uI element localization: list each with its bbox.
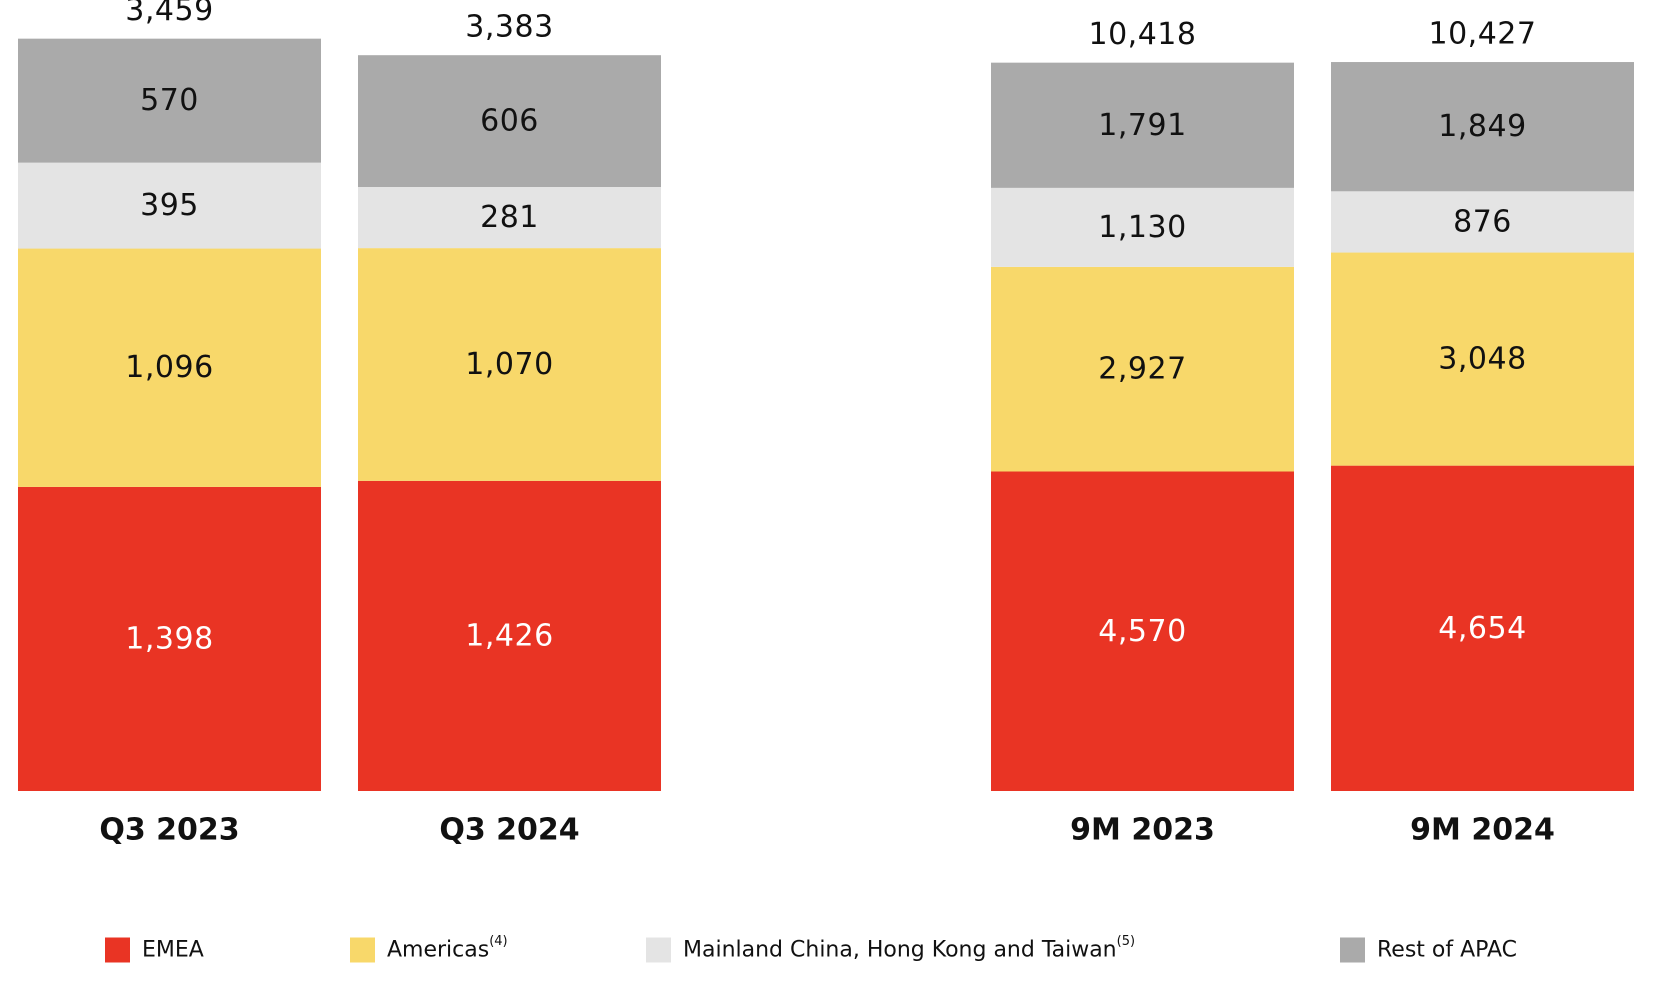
data-label-emea-9m-2023: 4,570 — [1098, 614, 1186, 649]
data-label-americas-q3-2023: 1,096 — [125, 350, 213, 385]
data-label-americas-9m-2024: 3,048 — [1438, 342, 1526, 377]
data-label-emea-q3-2024: 1,426 — [465, 618, 553, 653]
bar-segment-emea-9m-2024 — [1331, 465, 1634, 791]
data-label-rest-of-apac-9m-2024: 1,849 — [1438, 109, 1526, 144]
legend-label-emea: EMEA — [142, 938, 204, 963]
data-label-rest-of-apac-q3-2024: 606 — [480, 104, 539, 139]
data-label-mainland-china-hong-kong-and-taiwan-q3-2024: 281 — [480, 200, 539, 235]
legend-item-rest-of-apac: Rest of APAC — [1340, 937, 1517, 963]
total-label-9m-2023: 10,418 — [1089, 17, 1197, 52]
bar-segment-emea-q3-2023 — [18, 486, 321, 791]
legend-item-mainland-china-hong-kong-and-taiwan: Mainland China, Hong Kong and Taiwan(5) — [646, 934, 1135, 963]
bar-segment-rest-of-apac-9m-2023 — [991, 62, 1294, 188]
category-label-9m-2023: 9M 2023 — [1070, 813, 1215, 848]
legend: EMEA Americas(4) Mainland China, Hong Kong… — [105, 934, 1517, 963]
data-label-rest-of-apac-q3-2023: 570 — [140, 83, 199, 118]
labels-layer: 1,398 1,096 395 570 3,459 Q3 2023 1,426 1,070 28… — [99, 0, 1555, 848]
data-label-rest-of-apac-9m-2023: 1,791 — [1098, 108, 1186, 143]
bar-segment-mainland-china-hong-kong-and-taiwan-9m-2023 — [991, 187, 1294, 267]
legend-item-americas: Americas(4) — [350, 934, 508, 963]
legend-item-emea: EMEA — [105, 937, 204, 963]
category-label-9m-2024: 9M 2024 — [1410, 813, 1555, 848]
bar-segment-americas-9m-2023 — [991, 266, 1294, 472]
legend-footnote-mainland-china-hong-kong-and-taiwan: (5) — [1117, 934, 1135, 949]
bar-segment-mainland-china-hong-kong-and-taiwan-q3-2024 — [358, 187, 661, 249]
legend-label-rest-of-apac: Rest of APAC — [1377, 938, 1517, 963]
legend-label-mainland-china-hong-kong-and-taiwan: Mainland China, Hong Kong and Taiwan(5) — [683, 934, 1135, 963]
bar-segment-rest-of-apac-9m-2024 — [1331, 62, 1634, 192]
legend-swatch-emea — [105, 937, 130, 963]
category-label-q3-2023: Q3 2023 — [99, 813, 239, 848]
total-label-q3-2024: 3,383 — [465, 10, 553, 45]
data-label-mainland-china-hong-kong-and-taiwan-9m-2024: 876 — [1453, 204, 1512, 239]
category-label-q3-2024: Q3 2024 — [439, 813, 579, 848]
bar-segment-americas-q3-2023 — [18, 248, 321, 487]
bar-segment-mainland-china-hong-kong-and-taiwan-q3-2023 — [18, 162, 321, 249]
legend-footnote-americas: (4) — [489, 934, 507, 949]
data-label-americas-q3-2024: 1,070 — [465, 347, 553, 382]
data-label-americas-9m-2023: 2,927 — [1098, 352, 1186, 387]
legend-swatch-mainland-china-hong-kong-and-taiwan — [646, 937, 671, 963]
data-label-emea-9m-2024: 4,654 — [1438, 611, 1526, 646]
data-label-mainland-china-hong-kong-and-taiwan-9m-2023: 1,130 — [1098, 210, 1186, 245]
bar-segment-emea-q3-2024 — [358, 480, 661, 791]
bar-segment-rest-of-apac-q3-2023 — [18, 38, 321, 163]
data-label-emea-q3-2023: 1,398 — [125, 621, 213, 656]
legend-label-americas: Americas(4) — [387, 934, 508, 963]
bars-layer — [18, 38, 1634, 791]
bar-segment-americas-q3-2024 — [358, 248, 661, 481]
total-label-q3-2023: 3,459 — [125, 0, 213, 28]
bar-segment-emea-9m-2023 — [991, 471, 1294, 791]
bar-segment-mainland-china-hong-kong-and-taiwan-9m-2024 — [1331, 191, 1634, 253]
data-label-mainland-china-hong-kong-and-taiwan-q3-2023: 395 — [140, 188, 199, 223]
bar-segment-americas-9m-2024 — [1331, 252, 1634, 466]
legend-swatch-rest-of-apac — [1340, 937, 1365, 963]
legend-swatch-americas — [350, 937, 375, 963]
bar-segment-rest-of-apac-q3-2024 — [358, 55, 661, 188]
total-label-9m-2024: 10,427 — [1429, 17, 1537, 52]
